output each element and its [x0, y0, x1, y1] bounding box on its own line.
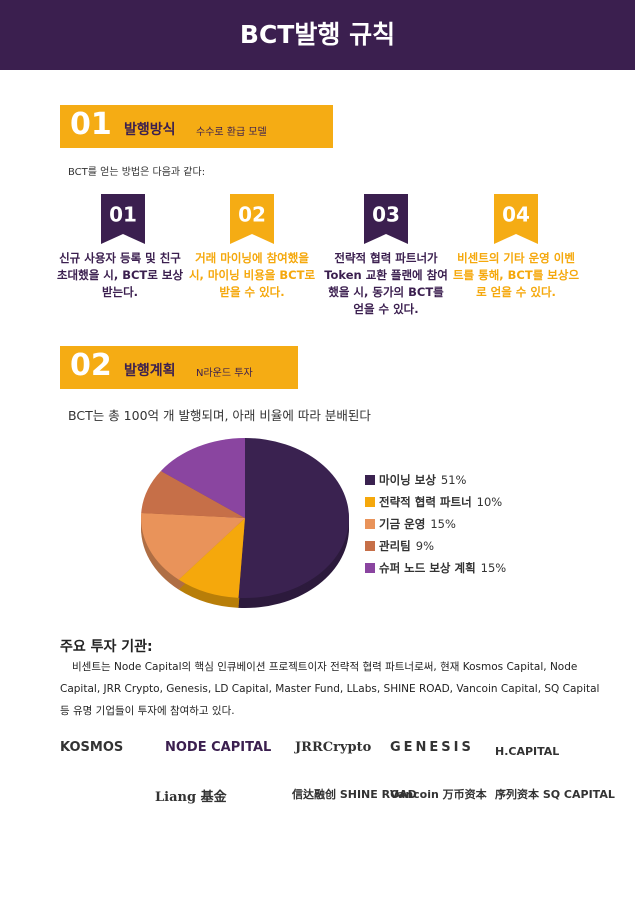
section-subtitle: 수수로 환급 모델: [196, 127, 267, 138]
ribbon-number: 02: [238, 203, 266, 227]
logo: Vancoin 万币资本: [390, 788, 487, 801]
legend-label: 기금 운영 15%: [379, 517, 456, 531]
ribbon-number: 04: [502, 203, 530, 227]
method-text: 거래 마이닝에 참여했을 시, 마이닝 비용을 BCT로 받을 수 있다.: [188, 251, 316, 299]
legend-name: 전략적 협력 파트너: [379, 495, 472, 509]
method-text: 비센트의 기타 운영 이벤트를 통해, BCT를 보상으로 얻을 수 있다.: [452, 251, 580, 299]
investors-title: 주요 투자 기관:: [60, 639, 153, 655]
legend-swatch: [365, 519, 375, 529]
legend-label: 전략적 협력 파트너 10%: [379, 495, 502, 509]
pie-chart: 마이닝 보상 51% 전략적 협력 파트너 10% 기금 운영 15% 관리팀 9% 슈퍼 노드…: [140, 438, 506, 608]
legend-name: 슈퍼 노드 보상 계획: [379, 561, 476, 575]
legend-label: 슈퍼 노드 보상 계획 15%: [379, 561, 506, 575]
intro-text: BCT는 총 100억 개 발행되며, 아래 비율에 따라 분배된다: [68, 408, 371, 423]
logo: GENESIS: [390, 740, 474, 755]
pie-slice: [160, 438, 245, 518]
logo: Liang 基金: [155, 790, 227, 805]
logo: NODE CAPITAL: [165, 740, 272, 755]
legend-name: 기금 운영: [379, 517, 425, 531]
legend-value: 15%: [481, 561, 507, 575]
pie-slice: [140, 512, 245, 580]
legend-value: 9%: [416, 539, 434, 553]
legend-name: 관리팀: [379, 539, 411, 553]
legend-swatch: [365, 541, 375, 551]
legend-name: 마이닝 보상: [379, 473, 436, 487]
pie-slice: [141, 470, 245, 518]
legend-swatch: [365, 497, 375, 507]
ribbon: [364, 194, 408, 244]
intro-text: BCT를 얻는 방법은 다음과 같다:: [68, 167, 206, 178]
legend-value: 10%: [477, 495, 503, 509]
legend-swatch: [365, 563, 375, 573]
legend-value: 15%: [430, 517, 456, 531]
section-title: 발행계획: [124, 363, 176, 379]
legend-value: 51%: [441, 473, 467, 487]
investors-text: 비센트는 Node Capital의 핵심 인큐베이션 프로젝트이자 전략적 협…: [60, 661, 600, 717]
ribbons: 01 02 03 04: [101, 194, 538, 244]
pie-slice: [178, 518, 245, 598]
section-number: 02: [70, 348, 112, 383]
section-banner: 02 발행계획 N라운드 투자: [60, 346, 298, 389]
ribbon: [230, 194, 274, 244]
section-title: 발행방식: [124, 122, 176, 138]
legend-label: 관리팀 9%: [379, 539, 434, 553]
pie-slice: [238, 438, 350, 598]
logo: 信达融创 SHINE ROAD: [292, 788, 417, 801]
section-banner: 01 발행방식 수수로 환급 모델: [60, 105, 333, 148]
legend-swatch: [365, 475, 375, 485]
legend-label: 마이닝 보상 51%: [379, 473, 467, 487]
logo: KOSMOS: [60, 740, 124, 755]
ribbon-number: 03: [372, 203, 400, 227]
section-subtitle: N라운드 투자: [196, 368, 253, 379]
ribbon: [494, 194, 538, 244]
ribbon-number: 01: [109, 203, 137, 227]
method-text: 전략적 협력 파트너가 Token 교환 플랜에 참여했을 시, 동가의 BCT…: [324, 251, 448, 316]
section-number: 01: [70, 107, 112, 142]
logo: 序列资本 SQ CAPITAL: [495, 788, 615, 801]
logo: JRRCrypto: [295, 740, 372, 755]
ribbon: [101, 194, 145, 244]
header-title: BCT발행 규칙: [0, 0, 635, 70]
logo: H.CAPITAL: [495, 745, 560, 758]
method-text: 신규 사용자 등록 및 친구 초대했을 시, BCT로 보상 받는다.: [56, 251, 184, 299]
